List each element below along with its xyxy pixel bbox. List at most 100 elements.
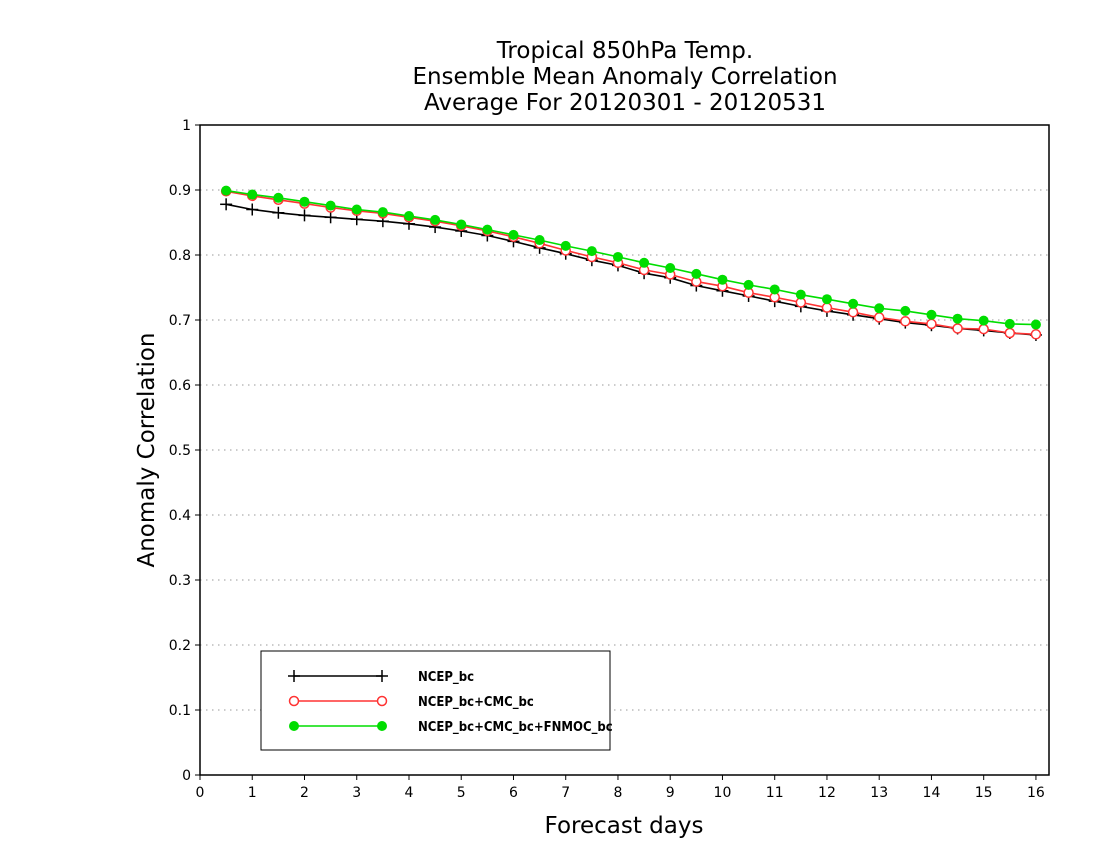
data-point xyxy=(639,257,650,268)
legend-entry: NCEP_bc+CMC_bc+FNMOC_bc xyxy=(289,720,613,735)
y-tick-label: 1 xyxy=(182,118,191,134)
data-point xyxy=(272,206,285,219)
x-tick-label: 10 xyxy=(714,785,732,801)
data-point xyxy=(848,298,859,309)
data-point xyxy=(821,302,833,313)
data-point xyxy=(299,196,310,207)
data-point xyxy=(1004,327,1016,339)
data-point xyxy=(456,219,467,230)
series-line xyxy=(225,203,1036,336)
legend-marker xyxy=(288,670,300,682)
x-tick-label: 16 xyxy=(1027,785,1045,801)
data-point xyxy=(482,224,493,235)
x-tick-label: 11 xyxy=(766,785,784,801)
title-line-3: Average For 20120301 - 20120531 xyxy=(424,90,826,116)
data-point xyxy=(586,246,597,257)
data-point xyxy=(900,316,911,327)
x-tick-label: 0 xyxy=(196,785,205,801)
data-point xyxy=(926,309,937,320)
x-tick-label: 15 xyxy=(975,785,993,801)
data-point xyxy=(247,189,258,200)
x-tick-label: 5 xyxy=(457,785,466,801)
plot-frame xyxy=(199,124,1050,776)
x-tick-label: 9 xyxy=(666,785,675,801)
data-point xyxy=(795,289,806,300)
x-tick-label: 7 xyxy=(561,785,570,801)
data-point xyxy=(351,204,362,215)
x-tick-label: 4 xyxy=(405,785,414,801)
legend-label: NCEP_bc+CMC_bc+FNMOC_bc xyxy=(418,720,613,735)
x-axis-title: Forecast days xyxy=(545,813,704,839)
data-point xyxy=(1030,319,1041,330)
y-tick-label: 0.8 xyxy=(169,248,191,264)
data-point xyxy=(717,274,728,285)
legend-marker xyxy=(377,721,387,731)
y-tick-label: 0.5 xyxy=(169,443,191,459)
legend-entries: NCEP_bc NCEP_bc+CMC_bc NCEP_bc+CMC_bc+FNMO… xyxy=(288,670,613,735)
y-tick-label: 0.1 xyxy=(169,703,191,719)
data-point xyxy=(978,323,989,335)
data-point xyxy=(430,214,441,225)
data-point xyxy=(508,229,519,240)
data-point xyxy=(874,303,885,314)
data-point xyxy=(324,211,337,224)
x-tick-label: 8 xyxy=(614,785,623,801)
y-tick-label: 0.7 xyxy=(169,313,191,329)
x-tick-label: 12 xyxy=(818,785,836,801)
data-point xyxy=(952,313,963,324)
legend-box xyxy=(260,650,611,751)
data-point xyxy=(847,306,859,318)
data-point xyxy=(612,251,623,262)
data-point xyxy=(873,312,885,323)
x-tick-label: 2 xyxy=(300,785,309,801)
x-tick-label: 1 xyxy=(248,785,257,801)
legend-entry: NCEP_bc+CMC_bc xyxy=(288,695,534,710)
axis-ticks: 00.10.20.30.40.50.60.70.80.910 1 2 3 4 5 6 7 8 9 1… xyxy=(169,118,1045,801)
series-1 xyxy=(220,198,1042,341)
data-point xyxy=(220,198,233,211)
data-point xyxy=(560,240,571,251)
data-point xyxy=(952,323,963,334)
y-tick-label: 0.6 xyxy=(169,378,191,394)
series-2 xyxy=(220,186,1042,340)
data-point xyxy=(900,305,911,316)
data-point xyxy=(221,185,232,196)
data-point xyxy=(273,192,284,203)
data-point xyxy=(377,207,388,218)
data-point xyxy=(691,268,702,279)
legend-label: NCEP_bc+CMC_bc xyxy=(418,695,534,710)
y-tick-label: 0.2 xyxy=(169,638,191,654)
series-line xyxy=(225,189,1036,326)
legend-marker xyxy=(376,695,388,707)
legend: NCEP_bc NCEP_bc+CMC_bc NCEP_bc+CMC_bc+FNMO… xyxy=(260,650,613,751)
data-point xyxy=(246,203,259,216)
data-point xyxy=(821,294,832,305)
data-point xyxy=(769,284,780,295)
legend-marker xyxy=(289,721,299,731)
data-point xyxy=(403,211,414,221)
data-point xyxy=(325,200,336,211)
series-3 xyxy=(221,185,1041,330)
title-line-2: Ensemble Mean Anomaly Correlation xyxy=(412,64,837,90)
legend-entry: NCEP_bc xyxy=(288,670,474,685)
chart-title: Tropical 850hPa Temp. Ensemble Mean Anom… xyxy=(412,38,837,116)
x-tick-label: 6 xyxy=(509,785,518,801)
y-tick-label: 0.4 xyxy=(169,508,191,524)
data-point xyxy=(926,318,937,330)
legend-marker xyxy=(376,670,388,682)
y-tick-label: 0.9 xyxy=(169,183,191,199)
y-axis-title: Anomaly Correlation xyxy=(134,332,160,567)
legend-label: NCEP_bc xyxy=(418,670,474,685)
data-point xyxy=(298,209,311,222)
data-point xyxy=(665,263,676,273)
data-point xyxy=(1004,318,1015,329)
data-point xyxy=(978,315,989,326)
y-tick-label: 0.3 xyxy=(169,573,191,589)
data-point xyxy=(743,279,754,290)
plot-series xyxy=(220,185,1042,341)
x-tick-label: 3 xyxy=(352,785,361,801)
data-point xyxy=(1030,329,1042,340)
title-line-1: Tropical 850hPa Temp. xyxy=(496,38,753,64)
data-point xyxy=(534,235,545,246)
